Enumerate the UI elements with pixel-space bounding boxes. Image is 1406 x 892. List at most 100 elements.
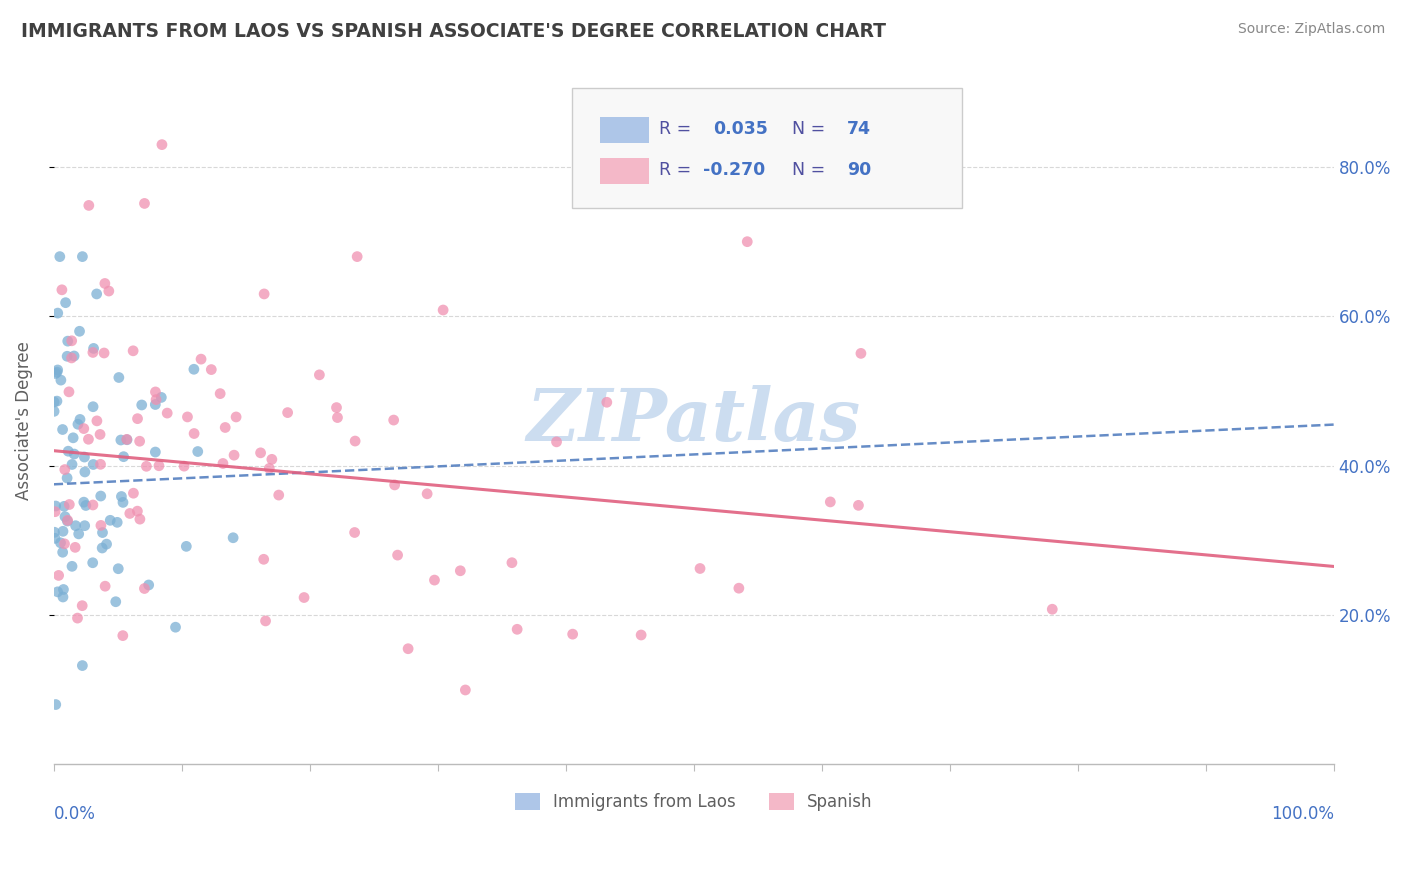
- Text: N =: N =: [793, 120, 831, 138]
- Point: [46, 365, 69, 379]
- Point: [56, 349, 79, 363]
- Point: [91, 541, 114, 555]
- Point: [53, 537, 76, 551]
- FancyBboxPatch shape: [572, 87, 963, 208]
- Point: [66, 417, 89, 432]
- Point: [148, 458, 170, 473]
- Point: [253, 552, 276, 566]
- FancyBboxPatch shape: [600, 158, 650, 184]
- Point: [118, 507, 141, 521]
- Point: [110, 490, 132, 504]
- Point: [46, 585, 69, 599]
- Point: [277, 406, 299, 420]
- Point: [127, 504, 149, 518]
- Point: [77, 432, 100, 446]
- Point: [58, 498, 80, 512]
- Point: [222, 448, 245, 462]
- Text: 0.035: 0.035: [713, 120, 768, 138]
- Point: [131, 398, 153, 412]
- Point: [45, 394, 67, 409]
- Point: [44, 367, 66, 381]
- Point: [52, 524, 75, 539]
- Point: [70, 599, 93, 613]
- Point: [150, 137, 173, 152]
- Point: [63, 541, 86, 555]
- Point: [183, 362, 205, 376]
- Point: [454, 683, 477, 698]
- Point: [200, 362, 222, 376]
- Point: [143, 397, 166, 411]
- Point: [112, 450, 135, 464]
- Point: [176, 540, 198, 554]
- Point: [187, 444, 209, 458]
- Point: [73, 465, 96, 479]
- Point: [60, 458, 83, 472]
- Point: [127, 411, 149, 425]
- Point: [150, 391, 173, 405]
- Point: [55, 295, 77, 310]
- Point: [63, 447, 86, 461]
- Point: [253, 287, 276, 301]
- Text: N =: N =: [793, 161, 831, 179]
- Point: [94, 277, 117, 291]
- Point: [45, 698, 67, 712]
- Point: [53, 509, 76, 524]
- Point: [254, 614, 277, 628]
- Point: [260, 452, 283, 467]
- Text: 100.0%: 100.0%: [1271, 805, 1334, 823]
- Point: [56, 471, 79, 485]
- Point: [69, 412, 91, 426]
- Point: [134, 196, 156, 211]
- Point: [820, 495, 842, 509]
- Point: [49, 536, 72, 550]
- Point: [65, 518, 87, 533]
- Point: [432, 303, 454, 318]
- Point: [122, 343, 145, 358]
- Point: [52, 545, 75, 559]
- Point: [98, 513, 121, 527]
- Point: [44, 532, 66, 546]
- Point: [56, 334, 79, 348]
- Point: [53, 500, 76, 514]
- Point: [90, 489, 112, 503]
- Point: [135, 459, 157, 474]
- Point: [501, 556, 523, 570]
- Point: [73, 518, 96, 533]
- Point: [93, 346, 115, 360]
- Point: [75, 499, 97, 513]
- Point: [72, 658, 94, 673]
- Point: [89, 458, 111, 472]
- Point: [104, 595, 127, 609]
- Point: [346, 250, 368, 264]
- Point: [44, 505, 66, 519]
- Point: [83, 342, 105, 356]
- Point: [143, 445, 166, 459]
- Text: 0.0%: 0.0%: [53, 805, 96, 823]
- Point: [344, 434, 367, 448]
- Point: [249, 446, 271, 460]
- Point: [46, 306, 69, 320]
- Point: [308, 368, 330, 382]
- Text: 90: 90: [848, 161, 872, 179]
- Point: [115, 433, 138, 447]
- Point: [96, 537, 118, 551]
- Point: [108, 370, 131, 384]
- Point: [82, 458, 104, 472]
- Text: Source: ZipAtlas.com: Source: ZipAtlas.com: [1237, 22, 1385, 37]
- Point: [105, 516, 128, 530]
- Point: [423, 573, 446, 587]
- Point: [67, 527, 90, 541]
- Point: [46, 363, 69, 377]
- Text: ZIPatlas: ZIPatlas: [527, 385, 860, 457]
- Point: [82, 556, 104, 570]
- Point: [53, 462, 76, 476]
- Point: [91, 525, 114, 540]
- Point: [449, 564, 471, 578]
- Point: [176, 409, 198, 424]
- Point: [42, 404, 65, 418]
- Point: [225, 409, 247, 424]
- Point: [735, 235, 758, 249]
- Point: [52, 423, 75, 437]
- Point: [630, 628, 652, 642]
- Point: [416, 487, 439, 501]
